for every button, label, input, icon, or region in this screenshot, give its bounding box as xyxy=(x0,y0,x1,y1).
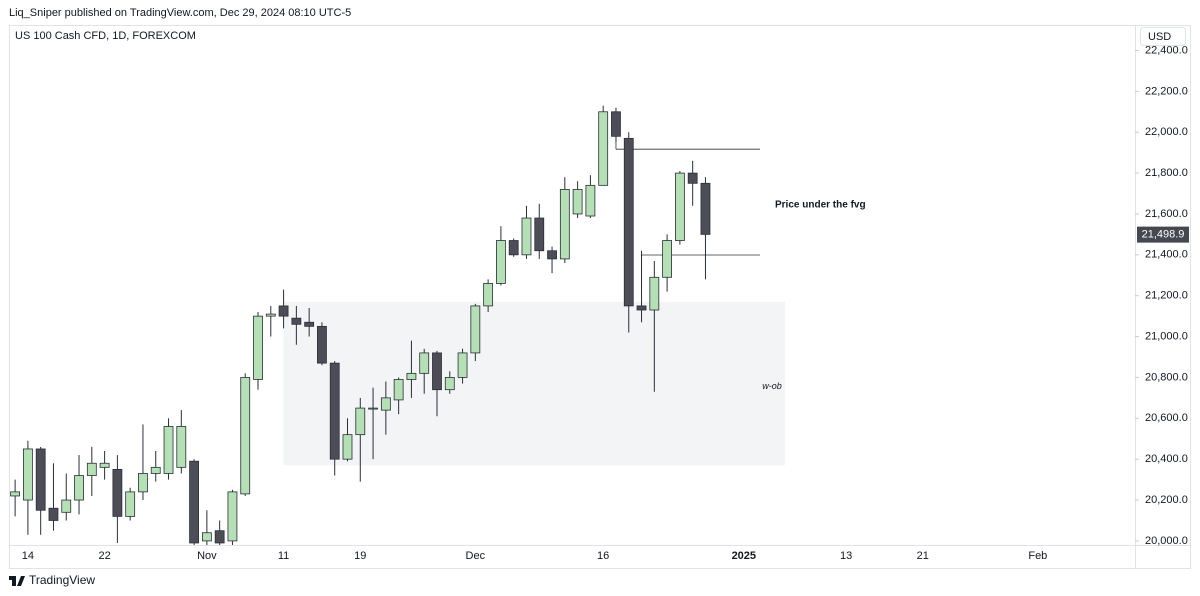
candle-body xyxy=(585,184,596,217)
x-tick-label: Feb xyxy=(1028,550,1047,562)
candle-body xyxy=(483,283,494,307)
symbol-title: US 100 Cash CFD, 1D, FOREXCOM xyxy=(15,30,196,42)
candle-body xyxy=(700,182,711,235)
candle-body xyxy=(547,250,557,260)
candle-body xyxy=(61,499,72,513)
currency-box xyxy=(1140,27,1186,46)
y-tick-label: 20,400.0 xyxy=(1145,453,1188,465)
candle-body xyxy=(432,352,442,391)
candle-body xyxy=(291,317,302,325)
y-tick-label: 22,200.0 xyxy=(1145,85,1188,97)
candle-body xyxy=(317,325,327,364)
candle-body xyxy=(623,137,634,307)
candle-body xyxy=(368,407,378,410)
x-tick-label: 16 xyxy=(597,550,609,562)
candle-body xyxy=(163,426,174,474)
x-tick-label: 13 xyxy=(840,550,852,562)
candle-body xyxy=(470,305,481,354)
y-tick-label: 22,000.0 xyxy=(1145,126,1188,138)
candle-body xyxy=(406,372,417,380)
candle-body xyxy=(304,321,315,327)
candle-body xyxy=(99,462,110,468)
y-tick-label: 21,200.0 xyxy=(1145,290,1188,302)
candle-body xyxy=(457,352,468,378)
candle-body xyxy=(559,189,570,260)
candle-body xyxy=(572,189,583,215)
pane-frame xyxy=(9,25,1191,569)
footer-brand: TradingView xyxy=(29,573,95,587)
candle-body xyxy=(253,315,263,380)
x-tick-label: Dec xyxy=(466,550,486,562)
candle-body xyxy=(393,379,404,401)
y-tick-label: 20,000.0 xyxy=(1145,535,1188,547)
candle-body xyxy=(10,491,21,497)
candle-body xyxy=(189,460,199,544)
y-tick-label: 21,400.0 xyxy=(1145,249,1188,261)
candle-body xyxy=(138,473,148,493)
x-tick-label: 11 xyxy=(278,550,289,562)
last-price-box xyxy=(1137,226,1189,243)
candle-body xyxy=(419,352,430,374)
y-tick-label: 20,800.0 xyxy=(1145,371,1188,383)
candle-body xyxy=(611,111,621,137)
zone xyxy=(283,301,785,466)
candle-body xyxy=(598,111,609,186)
y-tick-label: 21,600.0 xyxy=(1145,208,1188,220)
candle-body xyxy=(342,434,353,460)
candle-body xyxy=(687,172,698,184)
zone-label: w-ob xyxy=(762,381,782,391)
candle-body xyxy=(662,240,673,278)
candle-body xyxy=(125,491,136,517)
currency: USD xyxy=(1148,31,1171,43)
candle-body xyxy=(74,475,84,501)
candle-body xyxy=(48,507,59,521)
y-tick-label: 20,600.0 xyxy=(1145,412,1188,424)
last-price-label: 21,498.9 xyxy=(1142,229,1185,241)
y-tick-label: 22,400.0 xyxy=(1145,44,1188,56)
candle-body xyxy=(22,448,33,501)
candle-body xyxy=(150,466,161,474)
candle-body xyxy=(674,172,685,241)
candle-body xyxy=(380,397,391,411)
x-tick-label: 21 xyxy=(917,550,929,562)
candle-body xyxy=(112,468,123,517)
x-tick-label: 2025 xyxy=(732,550,756,562)
annotation: Price under the fvg xyxy=(775,200,866,211)
y-tick-label: 20,200.0 xyxy=(1145,494,1188,506)
x-tick-label: 19 xyxy=(354,550,366,562)
x-tick-label: Nov xyxy=(197,550,217,562)
candle-body xyxy=(508,240,519,256)
publisher: Liq_Sniper published on TradingView.com,… xyxy=(9,7,351,19)
candle-body xyxy=(521,217,532,256)
x-tick-label: 22 xyxy=(98,550,110,562)
candle-body xyxy=(534,217,545,252)
candle-body xyxy=(444,377,455,391)
y-tick-label: 21,000.0 xyxy=(1145,330,1188,342)
candle-body xyxy=(278,305,289,317)
footer-logo xyxy=(9,576,25,586)
candle-body xyxy=(355,407,366,436)
candle-body xyxy=(649,276,660,311)
y-tick-label: 21,800.0 xyxy=(1145,167,1188,179)
candle-body xyxy=(201,532,212,542)
candle-body xyxy=(636,305,647,311)
candle-body xyxy=(86,462,97,476)
candle-body xyxy=(265,313,276,317)
candle-body xyxy=(35,448,46,511)
candle-body xyxy=(496,240,506,284)
candle-body xyxy=(176,426,187,468)
candle-body xyxy=(214,530,225,544)
x-tick-label: 14 xyxy=(22,550,34,562)
candle-body xyxy=(240,377,251,495)
candle-body xyxy=(227,491,238,542)
candle-body xyxy=(329,362,340,460)
